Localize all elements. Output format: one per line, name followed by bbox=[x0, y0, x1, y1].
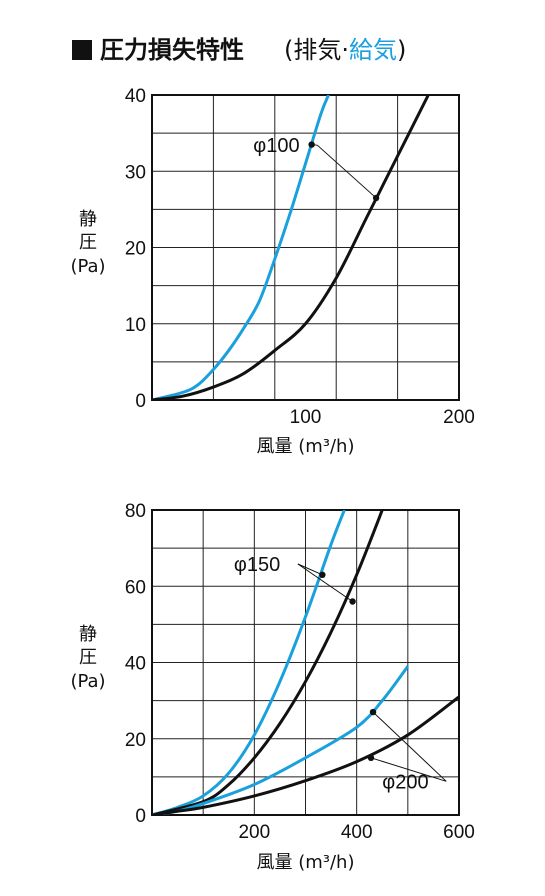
annotation-point bbox=[372, 194, 380, 202]
title-legend: (排気·給気) bbox=[284, 36, 406, 64]
series-φ200-supply-line bbox=[152, 665, 410, 815]
y-axis-label: (Pa) bbox=[70, 256, 105, 277]
annotation-leader-line bbox=[316, 144, 377, 199]
annotation-leader-line bbox=[370, 757, 447, 782]
annotation-label: φ100 bbox=[253, 135, 299, 157]
series-φ150-supply-line bbox=[152, 510, 346, 815]
legend-separator: · bbox=[341, 36, 350, 64]
chart-1: 0 10 20 30 40 100 200 静圧 (Pa) 風量 (m³/h) φ100 bbox=[70, 86, 474, 457]
y-axis-label: 圧 bbox=[79, 647, 97, 668]
y-axis-label: (Pa) bbox=[70, 671, 105, 692]
annotation-leader-line bbox=[372, 711, 447, 782]
annotation-label: φ200 bbox=[382, 771, 428, 793]
y-tick-label: 10 bbox=[125, 315, 146, 336]
series-φ150-exhaust-line bbox=[152, 510, 384, 815]
y-tick-label: 40 bbox=[125, 654, 146, 675]
y-axis-label: 静 bbox=[79, 209, 97, 230]
annotation-point bbox=[308, 141, 315, 148]
plot-frame bbox=[151, 94, 460, 401]
chart-2: 0 20 40 60 80 200 400 600 静圧 (Pa) 風量 (m³/h) φ150 φ20… bbox=[70, 501, 475, 873]
x-tick-label: 200 bbox=[238, 822, 270, 843]
legend-exhaust-label: 排気 bbox=[293, 36, 342, 64]
legend-supply-label: 給気 bbox=[349, 36, 398, 64]
y-tick-label: 0 bbox=[135, 806, 146, 827]
annotation-point bbox=[319, 571, 326, 579]
y-tick-label: 20 bbox=[125, 239, 146, 260]
square-bullet-icon bbox=[72, 40, 92, 60]
annotation-label: φ150 bbox=[234, 554, 280, 576]
x-tick-label: 400 bbox=[341, 822, 373, 843]
y-tick-label: 60 bbox=[125, 577, 146, 598]
series-φ100-exhaust-line bbox=[152, 95, 430, 400]
y-tick-label: 80 bbox=[125, 501, 146, 522]
annotation-point bbox=[369, 708, 377, 716]
x-axis-label: 風量 (m³/h) bbox=[257, 436, 355, 457]
series-φ200-exhaust-line bbox=[152, 695, 459, 815]
plot-frame bbox=[151, 509, 460, 816]
series-φ100-supply-line bbox=[152, 95, 330, 400]
series-group bbox=[152, 510, 459, 815]
x-tick-label: 200 bbox=[443, 407, 475, 428]
y-tick-label: 30 bbox=[125, 162, 146, 183]
y-axis-label: 圧 bbox=[79, 232, 97, 253]
y-tick-label: 0 bbox=[135, 391, 146, 412]
chart-title: 圧力損失特性 (排気·給気) bbox=[72, 30, 406, 65]
annotation-point bbox=[367, 754, 375, 762]
x-tick-label: 100 bbox=[290, 407, 322, 428]
x-tick-label: 600 bbox=[443, 822, 475, 843]
annotation-leader-line bbox=[297, 563, 353, 602]
annotation-point bbox=[349, 598, 356, 605]
series-group bbox=[152, 95, 430, 400]
y-tick-label: 20 bbox=[125, 730, 146, 751]
y-tick-label: 40 bbox=[125, 86, 146, 107]
y-axis-label: 静 bbox=[79, 624, 97, 645]
annotation-leader-line bbox=[297, 563, 323, 576]
paren-open: ( bbox=[284, 36, 294, 64]
paren-close: ) bbox=[397, 36, 407, 64]
title-main: 圧力損失特性 bbox=[100, 36, 244, 64]
x-axis-label: 風量 (m³/h) bbox=[257, 852, 355, 873]
